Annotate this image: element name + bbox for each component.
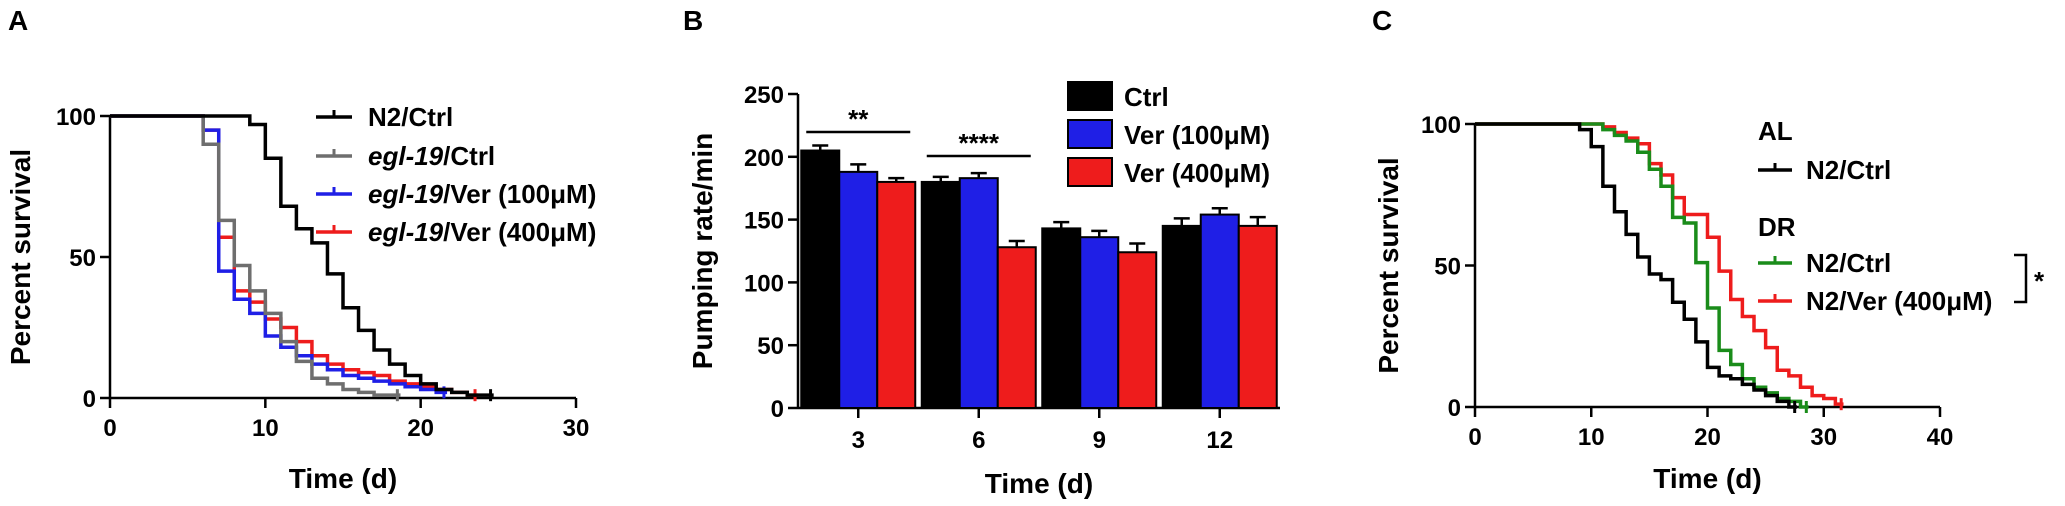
y-axis-title: Percent survival [1373, 157, 1404, 373]
significance-label: ** [848, 104, 869, 134]
y-tick-label: 0 [771, 396, 784, 423]
legend-label: N2/Ctrl [368, 102, 453, 132]
bar [920, 180, 961, 409]
panel-label-b: B [683, 5, 703, 36]
bar [838, 170, 879, 409]
x-tick-label: 3 [852, 427, 865, 454]
x-tick-label: 30 [1810, 424, 1837, 451]
x-tick-label: 6 [972, 427, 985, 454]
bar [996, 246, 1037, 409]
survival-chart-c: 0 50 100 0 10 20 30 40 Time (d) Percent survival A… [1373, 112, 2045, 494]
legend-label-rest: /Ctrl [443, 141, 495, 171]
legend-label: N2/Ctrl [1806, 155, 1891, 185]
y-tick-label: 50 [69, 245, 96, 272]
bar [800, 149, 841, 410]
legend-label: egl-19/Ver (100μM) [368, 179, 596, 209]
pumping-chart-b: 0 50 100 150 200 250 3 6 9 12 Time (d) Pumping rate… [687, 81, 1280, 499]
y-tick-label: 0 [83, 386, 96, 413]
legend-label-italic: egl-19 [368, 141, 444, 171]
legend-label: Ver (100μM) [1124, 120, 1270, 150]
x-tick-label: 30 [563, 415, 590, 442]
legend-label: N2/Ctrl [1806, 248, 1891, 278]
y-axis-title: Percent survival [5, 149, 36, 365]
y-tick-label: 50 [1434, 254, 1461, 281]
survival-curve [1475, 122, 1809, 409]
bar [1199, 213, 1240, 409]
y-tick-label: 100 [56, 104, 96, 131]
survival-curve [1475, 122, 1798, 409]
x-axis-title: Time (d) [289, 463, 397, 494]
bar [1161, 224, 1202, 409]
x-tick-label: 10 [1578, 424, 1605, 451]
y-tick-label: 200 [744, 145, 784, 172]
x-tick-label: 0 [103, 415, 116, 442]
legend-label-rest: /Ver (400μM) [443, 217, 596, 247]
x-tick-label: 40 [1927, 424, 1954, 451]
legend-label: N2/Ver (400μM) [1806, 286, 1992, 316]
legend-label-italic: egl-19 [368, 217, 444, 247]
significance-bracket [2014, 253, 2028, 304]
y-tick-label: 50 [757, 333, 784, 360]
legend-label: egl-19/Ctrl [368, 141, 495, 171]
legend-label: egl-19/Ver (400μM) [368, 217, 596, 247]
legend-swatch [1067, 157, 1113, 187]
y-tick-label: 100 [744, 270, 784, 297]
bar [876, 180, 917, 409]
bar [958, 177, 999, 409]
legend-label: Ctrl [1124, 82, 1169, 112]
legend-group-title: AL [1758, 116, 1793, 146]
bar [1041, 227, 1082, 409]
legend-swatch [1067, 119, 1113, 149]
panel-label-c: C [1372, 5, 1392, 36]
x-axis-title: Time (d) [985, 468, 1093, 499]
survival-curve [110, 114, 401, 397]
significance-label: * [2034, 266, 2045, 296]
x-tick-label: 20 [407, 415, 434, 442]
survival-curve [110, 114, 494, 397]
x-tick-label: 0 [1468, 424, 1481, 451]
y-tick-label: 250 [744, 82, 784, 109]
x-tick-label: 20 [1694, 424, 1721, 451]
panel-label-a: A [8, 5, 28, 36]
y-tick-label: 100 [1421, 112, 1461, 139]
survival-chart-a: 0 50 100 0 10 20 30 Time (d) Percent survival N2/… [5, 102, 596, 494]
bar [1117, 251, 1158, 409]
x-tick-label: 9 [1093, 427, 1106, 454]
y-tick-label: 150 [744, 208, 784, 235]
survival-curve [1475, 122, 1844, 406]
legend-label: Ver (400μM) [1124, 158, 1270, 188]
legend-group-title: DR [1758, 212, 1796, 242]
x-tick-label: 12 [1206, 427, 1233, 454]
y-axis-title: Pumping rate/min [687, 133, 718, 369]
significance-label: **** [959, 128, 1000, 158]
legend-swatch [1067, 81, 1113, 111]
bar [1237, 224, 1278, 409]
y-tick-label: 0 [1448, 395, 1461, 422]
legend-label-rest: N2/Ctrl [368, 102, 453, 132]
x-tick-label: 10 [252, 415, 279, 442]
legend-label-rest: /Ver (100μM) [443, 179, 596, 209]
legend-label-italic: egl-19 [368, 179, 444, 209]
bar [1079, 236, 1120, 409]
x-axis-title: Time (d) [1653, 463, 1761, 494]
